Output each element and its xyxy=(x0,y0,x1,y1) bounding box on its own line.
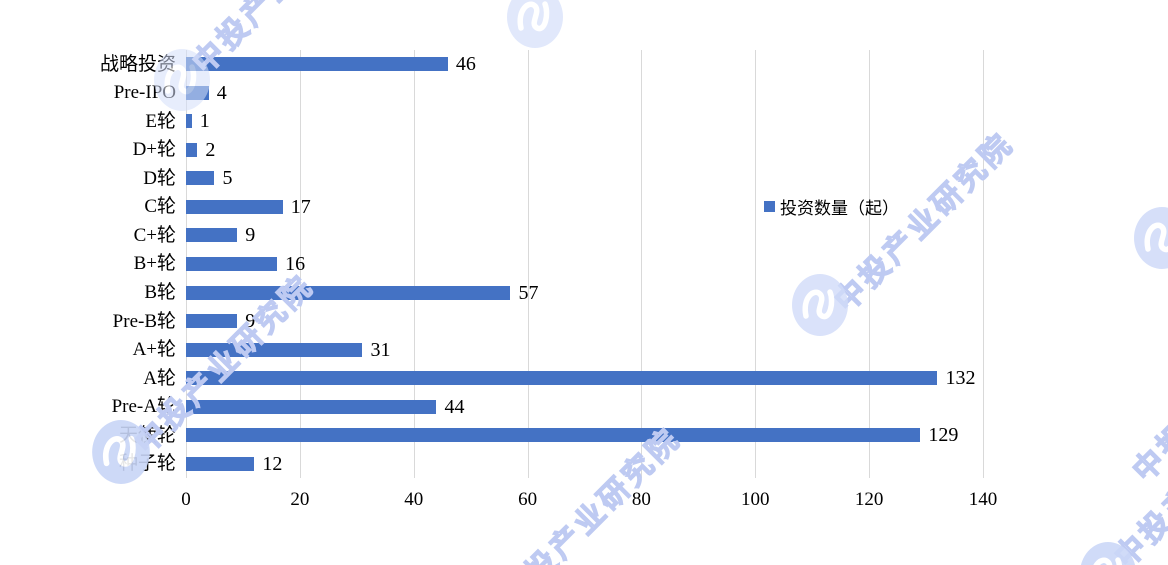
data-label: 4 xyxy=(216,81,227,104)
bar-row: E轮 1 xyxy=(0,107,1168,136)
data-label: 5 xyxy=(222,167,233,190)
bar xyxy=(186,85,209,100)
data-label: 17 xyxy=(290,195,311,218)
x-axis-tick-label: 100 xyxy=(741,489,770,510)
bar-row: A轮 132 xyxy=(0,364,1168,393)
bar xyxy=(186,228,238,243)
data-label: 16 xyxy=(285,252,306,275)
category-label: C+轮 xyxy=(133,224,176,246)
data-label: 9 xyxy=(245,224,256,247)
watermark-logo-icon xyxy=(507,0,563,48)
category-label: 天使轮 xyxy=(118,424,176,446)
legend-label: 投资数量（起） xyxy=(780,199,899,218)
bar-row: B+轮 16 xyxy=(0,250,1168,279)
x-axis-tick-label: 40 xyxy=(404,489,424,510)
data-label: 46 xyxy=(455,53,476,76)
bar-row: 战略投资 46 xyxy=(0,50,1168,79)
bar-row: A+轮 31 xyxy=(0,335,1168,364)
gridline xyxy=(299,50,301,478)
x-axis-tick-label: 60 xyxy=(518,489,538,510)
category-label: B轮 xyxy=(144,282,176,304)
category-label: Pre-A轮 xyxy=(111,396,176,418)
data-label: 9 xyxy=(245,310,256,333)
category-label: Pre-B轮 xyxy=(112,310,176,332)
bar xyxy=(186,285,511,300)
category-label: D轮 xyxy=(143,167,176,189)
bar xyxy=(186,142,198,157)
x-axis-tick-label: 120 xyxy=(854,489,884,510)
gridline xyxy=(413,50,415,478)
category-label: B+轮 xyxy=(133,253,176,275)
bar-row: Pre-A轮 44 xyxy=(0,392,1168,421)
category-label: E轮 xyxy=(145,110,176,132)
bar xyxy=(186,428,921,443)
data-label: 132 xyxy=(945,367,976,390)
gridline xyxy=(641,50,643,478)
gridline xyxy=(527,50,529,478)
bar-row: 天使轮 129 xyxy=(0,421,1168,450)
bar xyxy=(186,371,938,386)
category-label: A轮 xyxy=(143,367,176,389)
category-label: 战略投资 xyxy=(99,53,176,75)
legend: 投资数量（起） xyxy=(764,194,899,219)
data-label: 57 xyxy=(518,281,539,304)
bar-row: C轮 17 xyxy=(0,193,1168,222)
data-label: 1 xyxy=(199,110,210,133)
legend-marker-icon xyxy=(764,201,775,212)
category-label: A+轮 xyxy=(132,339,176,361)
bar xyxy=(186,199,283,214)
bar xyxy=(186,114,192,129)
bar-row: D轮 5 xyxy=(0,164,1168,193)
x-axis-tick-label: 20 xyxy=(290,489,310,510)
gridline xyxy=(983,50,984,478)
category-label: C轮 xyxy=(144,196,176,218)
bar-row: C+轮 9 xyxy=(0,221,1168,250)
bar xyxy=(186,399,437,414)
x-axis-tick-label: 80 xyxy=(631,489,651,510)
watermark-logo-icon xyxy=(1080,542,1136,565)
bar xyxy=(186,314,238,329)
gridline xyxy=(869,50,871,478)
category-label: Pre-IPO xyxy=(113,82,176,104)
x-axis-tick-label: 140 xyxy=(968,489,998,510)
data-label: 31 xyxy=(370,338,391,361)
category-label: 种子轮 xyxy=(118,453,176,475)
data-label: 44 xyxy=(444,395,465,418)
bar xyxy=(186,342,363,357)
bar xyxy=(186,456,255,471)
data-label: 2 xyxy=(205,138,216,161)
bar xyxy=(186,57,448,72)
bar xyxy=(186,171,215,186)
x-axis-tick-label: 0 xyxy=(181,489,191,510)
bar-row: Pre-IPO 4 xyxy=(0,79,1168,108)
bar-rows: 战略投资 46 Pre-IPO 4 E轮 1 D+轮 2 D轮 5 C轮 17 C+轮 9 B+轮 16 B轮 5… xyxy=(0,50,1168,478)
bar-row: 种子轮 12 xyxy=(0,449,1168,478)
data-label: 129 xyxy=(928,424,959,447)
gridline xyxy=(755,50,757,478)
category-label: D+轮 xyxy=(132,139,176,161)
bar-row: Pre-B轮 9 xyxy=(0,307,1168,336)
bar xyxy=(186,256,278,271)
bar-row: D+轮 2 xyxy=(0,136,1168,165)
data-label: 12 xyxy=(262,452,283,475)
bar-row: B轮 57 xyxy=(0,278,1168,307)
